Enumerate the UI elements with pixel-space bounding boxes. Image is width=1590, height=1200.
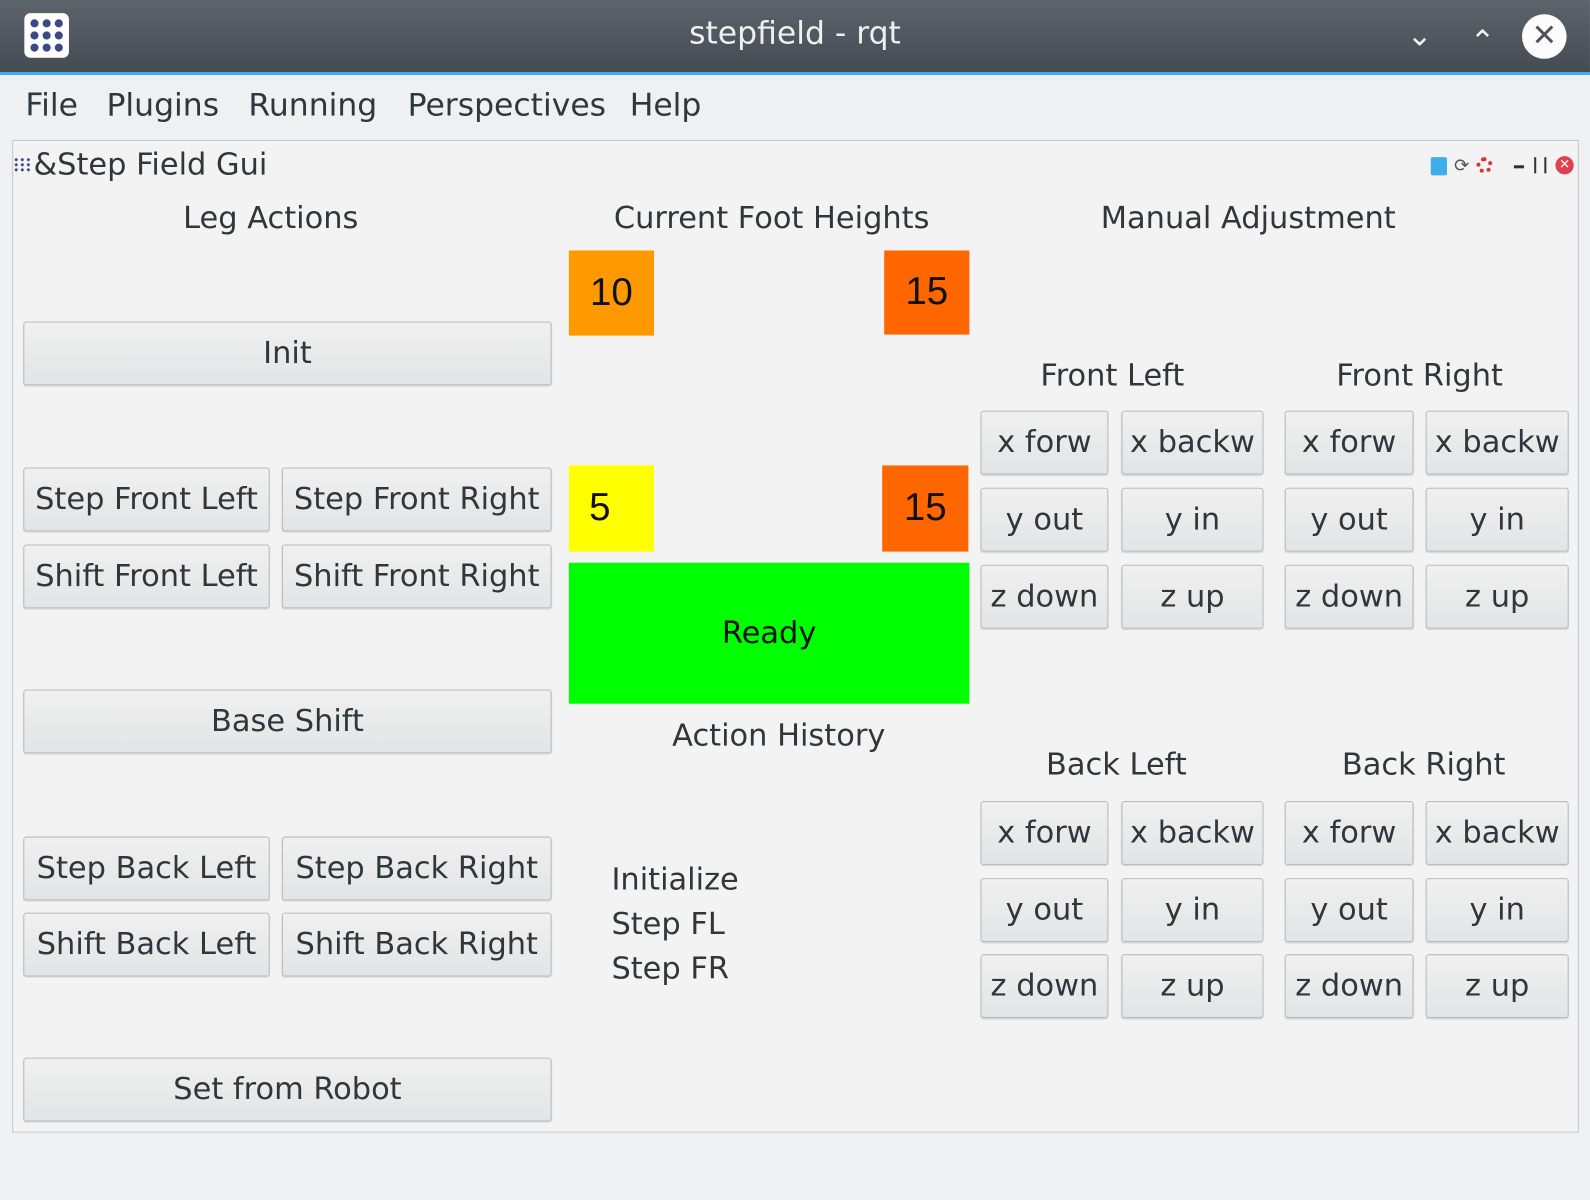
close-panel-icon[interactable]: ✕ bbox=[1555, 156, 1574, 175]
status-indicator: Ready bbox=[568, 562, 970, 704]
leg-actions-header: Leg Actions bbox=[183, 200, 359, 237]
back-left-z-up-button[interactable]: z up bbox=[1121, 954, 1264, 1019]
back-right-label: Back Right bbox=[1341, 747, 1506, 783]
back-left-z-down-button[interactable]: z down bbox=[980, 954, 1109, 1019]
app-icon[interactable] bbox=[24, 13, 69, 58]
front-right-x-forw-button[interactable]: x forw bbox=[1284, 410, 1414, 475]
base-shift-button[interactable]: Base Shift bbox=[23, 689, 552, 754]
shift-front-right-button[interactable]: Shift Front Right bbox=[281, 544, 552, 609]
init-button[interactable]: Init bbox=[23, 321, 552, 386]
front-left-z-up-button[interactable]: z up bbox=[1121, 564, 1264, 629]
back-left-y-out-button[interactable]: y out bbox=[980, 878, 1109, 943]
back-right-height: 15 bbox=[882, 465, 969, 552]
front-right-label: Front Right bbox=[1336, 357, 1503, 394]
back-left-x-forw-button[interactable]: x forw bbox=[980, 801, 1109, 865]
minimize-panel-icon[interactable] bbox=[1513, 165, 1525, 169]
back-right-z-down-button[interactable]: z down bbox=[1284, 954, 1414, 1019]
front-left-y-in-button[interactable]: y in bbox=[1121, 487, 1264, 552]
minimize-icon[interactable]: ⌄ bbox=[1406, 18, 1433, 54]
front-right-y-out-button[interactable]: y out bbox=[1284, 487, 1414, 552]
front-right-height: 15 bbox=[884, 250, 970, 335]
back-left-x-backw-button[interactable]: x backw bbox=[1121, 801, 1264, 865]
foot-heights-header: Current Foot Heights bbox=[613, 200, 930, 237]
step-back-left-button[interactable]: Step Back Left bbox=[23, 836, 270, 901]
step-back-right-button[interactable]: Step Back Right bbox=[281, 836, 552, 901]
title-bar: stepfield - rqt ⌄ ⌃ ✕ bbox=[0, 0, 1590, 76]
back-right-x-forw-button[interactable]: x forw bbox=[1284, 801, 1414, 865]
shift-back-right-button[interactable]: Shift Back Right bbox=[281, 912, 552, 977]
menu-plugins[interactable]: Plugins bbox=[106, 87, 220, 124]
menu-file[interactable]: File bbox=[25, 87, 78, 124]
shift-back-left-button[interactable]: Shift Back Left bbox=[23, 912, 270, 977]
menu-perspectives[interactable]: Perspectives bbox=[407, 87, 607, 124]
back-right-x-backw-button[interactable]: x backw bbox=[1425, 801, 1569, 865]
back-left-label: Back Left bbox=[1046, 747, 1187, 783]
menu-bar: File Plugins Running Perspectives Help bbox=[0, 75, 1590, 140]
menu-help[interactable]: Help bbox=[629, 87, 702, 124]
front-left-x-forw-button[interactable]: x forw bbox=[980, 410, 1109, 475]
back-left-height: 5 bbox=[568, 465, 655, 552]
front-right-z-up-button[interactable]: z up bbox=[1425, 564, 1569, 629]
front-left-y-out-button[interactable]: y out bbox=[980, 487, 1109, 552]
front-left-x-backw-button[interactable]: x backw bbox=[1121, 410, 1264, 475]
float-panel-icon[interactable] bbox=[1534, 157, 1547, 174]
back-right-y-in-button[interactable]: y in bbox=[1425, 878, 1569, 943]
lifebuoy-icon[interactable] bbox=[1476, 157, 1493, 174]
action-history-header: Action History bbox=[672, 717, 886, 754]
set-from-robot-button[interactable]: Set from Robot bbox=[23, 1057, 552, 1122]
plugin-title: &Step Field Gui bbox=[33, 147, 268, 183]
back-right-z-up-button[interactable]: z up bbox=[1425, 954, 1569, 1019]
history-item: Step FL bbox=[611, 906, 725, 943]
window-title: stepfield - rqt bbox=[689, 15, 901, 52]
plugin-grip-icon[interactable] bbox=[13, 157, 32, 174]
close-icon[interactable]: ✕ bbox=[1522, 14, 1567, 59]
history-item: Initialize bbox=[611, 861, 739, 898]
front-right-x-backw-button[interactable]: x backw bbox=[1425, 410, 1569, 475]
front-left-z-down-button[interactable]: z down bbox=[980, 564, 1109, 629]
shift-front-left-button[interactable]: Shift Front Left bbox=[23, 544, 270, 609]
front-left-height: 10 bbox=[568, 250, 655, 336]
step-front-left-button[interactable]: Step Front Left bbox=[23, 467, 270, 532]
help-icon[interactable] bbox=[1430, 157, 1447, 176]
step-front-right-button[interactable]: Step Front Right bbox=[281, 467, 552, 532]
maximize-icon[interactable]: ⌃ bbox=[1469, 24, 1496, 60]
back-right-y-out-button[interactable]: y out bbox=[1284, 878, 1414, 943]
history-item: Step FR bbox=[611, 951, 730, 987]
front-right-y-in-button[interactable]: y in bbox=[1425, 487, 1569, 552]
front-right-z-down-button[interactable]: z down bbox=[1284, 564, 1414, 629]
menu-running[interactable]: Running bbox=[248, 87, 378, 124]
front-left-label: Front Left bbox=[1040, 357, 1185, 394]
manual-adjustment-header: Manual Adjustment bbox=[1100, 200, 1396, 237]
reload-icon[interactable]: ⟳ bbox=[1454, 155, 1470, 177]
back-left-y-in-button[interactable]: y in bbox=[1121, 878, 1264, 943]
